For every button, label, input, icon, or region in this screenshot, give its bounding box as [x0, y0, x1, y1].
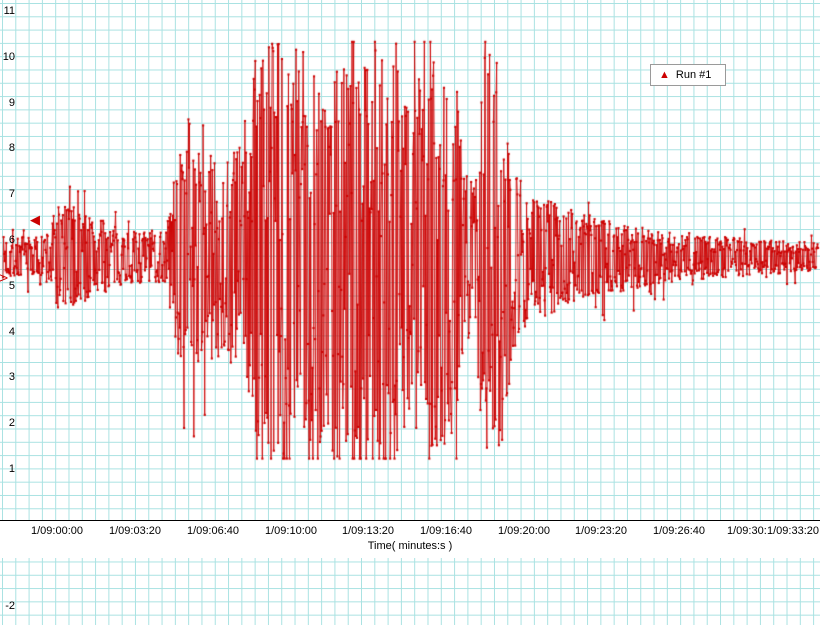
legend-label: Run #1: [675, 69, 712, 81]
x-axis-title: Time( minutes:s ): [367, 540, 453, 552]
x-tick-label: 1/09:00:00: [30, 525, 84, 537]
x-axis-band: 1/09:00:00 1/09:03:20 1/09:06:40 1/09:10:00…: [0, 520, 820, 558]
y-tick-label: 7: [8, 188, 15, 201]
y-tick-label: 2: [8, 417, 15, 430]
y-tick-label: 9: [8, 96, 15, 109]
channel-marker-icon[interactable]: ◀: [30, 212, 40, 227]
x-tick-label: 1/09:13:20: [341, 525, 395, 537]
y-tick-label: -2: [5, 600, 15, 613]
y-tick-label: 8: [8, 142, 15, 155]
x-tick-label: 1/09:10:00: [264, 525, 318, 537]
y-axis-unit-label: V: [0, 274, 11, 281]
x-tick-label: 1/09:06:40: [186, 525, 240, 537]
y-tick-label: 5: [8, 279, 15, 292]
y-tick-label: 4: [8, 325, 15, 338]
y-tick-label: 3: [8, 371, 15, 384]
y-tick-label: 10: [2, 50, 15, 63]
x-tick-label: 1/09:20:00: [497, 525, 551, 537]
y-tick-label: 11: [3, 5, 15, 17]
x-tick-label: 1/09:03:20: [108, 525, 162, 537]
x-tick-label: 1/09:23:20: [574, 525, 628, 537]
legend[interactable]: ▲ Run #1: [650, 64, 727, 86]
x-tick-label: 1/09:33:20: [766, 525, 820, 537]
x-tick-label: 1/09:26:40: [652, 525, 706, 537]
y-tick-label: 1: [8, 463, 15, 475]
y-tick-label: 6: [8, 234, 15, 246]
legend-marker-icon: ▲: [659, 68, 670, 81]
x-tick-label: 1/09:16:40: [419, 525, 473, 537]
